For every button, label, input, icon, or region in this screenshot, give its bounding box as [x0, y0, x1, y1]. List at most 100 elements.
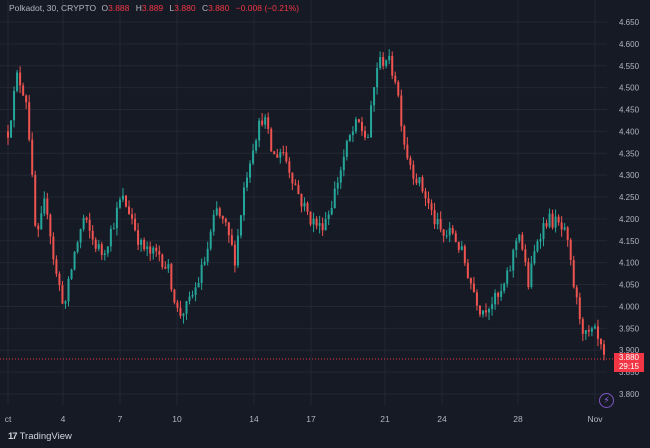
- y-tick-label: 4.400: [619, 127, 640, 136]
- y-tick-label: 4.600: [619, 40, 640, 49]
- candle-body: [418, 177, 421, 184]
- candle-body: [460, 246, 463, 250]
- candle-body: [515, 240, 518, 250]
- candle-body: [309, 211, 312, 225]
- candle-body: [285, 152, 288, 162]
- candle-body: [360, 121, 363, 131]
- candle-body: [448, 227, 451, 236]
- y-tick-label: 4.650: [619, 18, 640, 27]
- candle-body: [252, 150, 255, 164]
- last-price-value: 3.880: [618, 353, 640, 362]
- candle-body: [297, 184, 300, 195]
- close-value: 3.880: [208, 3, 230, 13]
- candle-body: [509, 270, 512, 272]
- candle-body: [536, 241, 539, 252]
- candle-body: [590, 328, 593, 332]
- candle-body: [255, 140, 258, 151]
- close-label: C: [201, 3, 209, 13]
- candle-body: [503, 283, 506, 292]
- candle-body: [557, 216, 560, 223]
- x-tick-label: 7: [118, 414, 123, 424]
- candle-body: [367, 137, 370, 139]
- chart-header: Polkadot, 30, CRYPTO O3.888 H3.889 L3.88…: [9, 3, 302, 13]
- candle-body: [109, 228, 112, 247]
- candle-body: [587, 330, 590, 332]
- candle-body: [49, 214, 52, 237]
- candle-body: [575, 287, 578, 298]
- y-tick-label: 4.050: [619, 281, 640, 290]
- candle-body: [106, 246, 109, 254]
- candle-body: [161, 254, 164, 267]
- candle-body: [415, 178, 418, 184]
- candle-body: [146, 246, 149, 250]
- candle-body: [551, 213, 554, 228]
- candle-body: [351, 131, 354, 136]
- candle-body: [554, 216, 557, 228]
- candle-body: [179, 307, 182, 316]
- candle-body: [327, 214, 330, 220]
- x-tick-label: 10: [172, 414, 182, 424]
- candle-body: [445, 235, 448, 237]
- candle-body: [330, 208, 333, 215]
- candle-body: [134, 218, 137, 231]
- candle-body: [391, 55, 394, 76]
- candle-body: [64, 301, 67, 304]
- y-tick-label: 4.300: [619, 171, 640, 180]
- candle-body: [542, 223, 545, 240]
- candle-body: [149, 246, 152, 254]
- candle-body: [572, 259, 575, 288]
- candle-body: [506, 270, 509, 284]
- candle-body: [7, 131, 9, 138]
- candle-body: [185, 301, 188, 314]
- candle-body: [273, 151, 276, 155]
- candle-body: [167, 263, 170, 269]
- high-value: 3.889: [141, 3, 164, 13]
- tradingview-logo[interactable]: 17 TradingView: [8, 431, 72, 442]
- candle-body: [300, 194, 303, 207]
- x-tick-label: 28: [513, 414, 523, 424]
- last-price-tag: 3.880 29:15: [614, 353, 644, 372]
- candle-body: [427, 198, 430, 204]
- candle-body: [143, 239, 146, 250]
- y-tick-label: 3.900: [619, 346, 640, 355]
- candle-body: [19, 72, 22, 86]
- candle-body: [118, 199, 121, 208]
- candle-body: [282, 152, 285, 154]
- x-tick-label: Nov: [587, 414, 603, 424]
- candle-body: [16, 72, 19, 91]
- candle-body: [221, 215, 224, 219]
- candle-body: [97, 244, 100, 249]
- candle-body: [454, 233, 457, 242]
- candle-body: [58, 273, 61, 286]
- candle-body: [140, 239, 143, 245]
- candle-body: [291, 172, 294, 184]
- candle-body: [85, 217, 88, 220]
- candle-body: [339, 170, 342, 183]
- candle-body: [242, 187, 245, 216]
- candle-body: [521, 234, 524, 250]
- lightning-icon[interactable]: ⚡: [599, 393, 614, 408]
- candle-body: [488, 309, 491, 313]
- candle-body: [261, 120, 264, 125]
- candle-body: [430, 203, 433, 211]
- candle-body: [294, 183, 297, 185]
- candle-body: [124, 195, 127, 207]
- candle-body: [103, 253, 106, 255]
- candle-body: [249, 163, 252, 178]
- candle-body: [76, 242, 79, 252]
- symbol-title[interactable]: Polkadot, 30, CRYPTO: [9, 3, 97, 13]
- candle-body: [67, 278, 70, 302]
- candle-body: [491, 304, 494, 310]
- candle-body: [370, 105, 373, 138]
- candle-body: [593, 326, 596, 329]
- x-tick-label: 4: [61, 414, 66, 424]
- change-value: −0.008 (−0.21%): [235, 3, 300, 13]
- candle-body: [472, 283, 475, 293]
- candle-body: [94, 239, 97, 249]
- open-value: 3.888: [108, 3, 130, 13]
- candle-body: [373, 87, 376, 106]
- y-tick-label: 4.150: [619, 237, 640, 246]
- candle-body: [354, 119, 357, 132]
- candle-body: [530, 263, 533, 288]
